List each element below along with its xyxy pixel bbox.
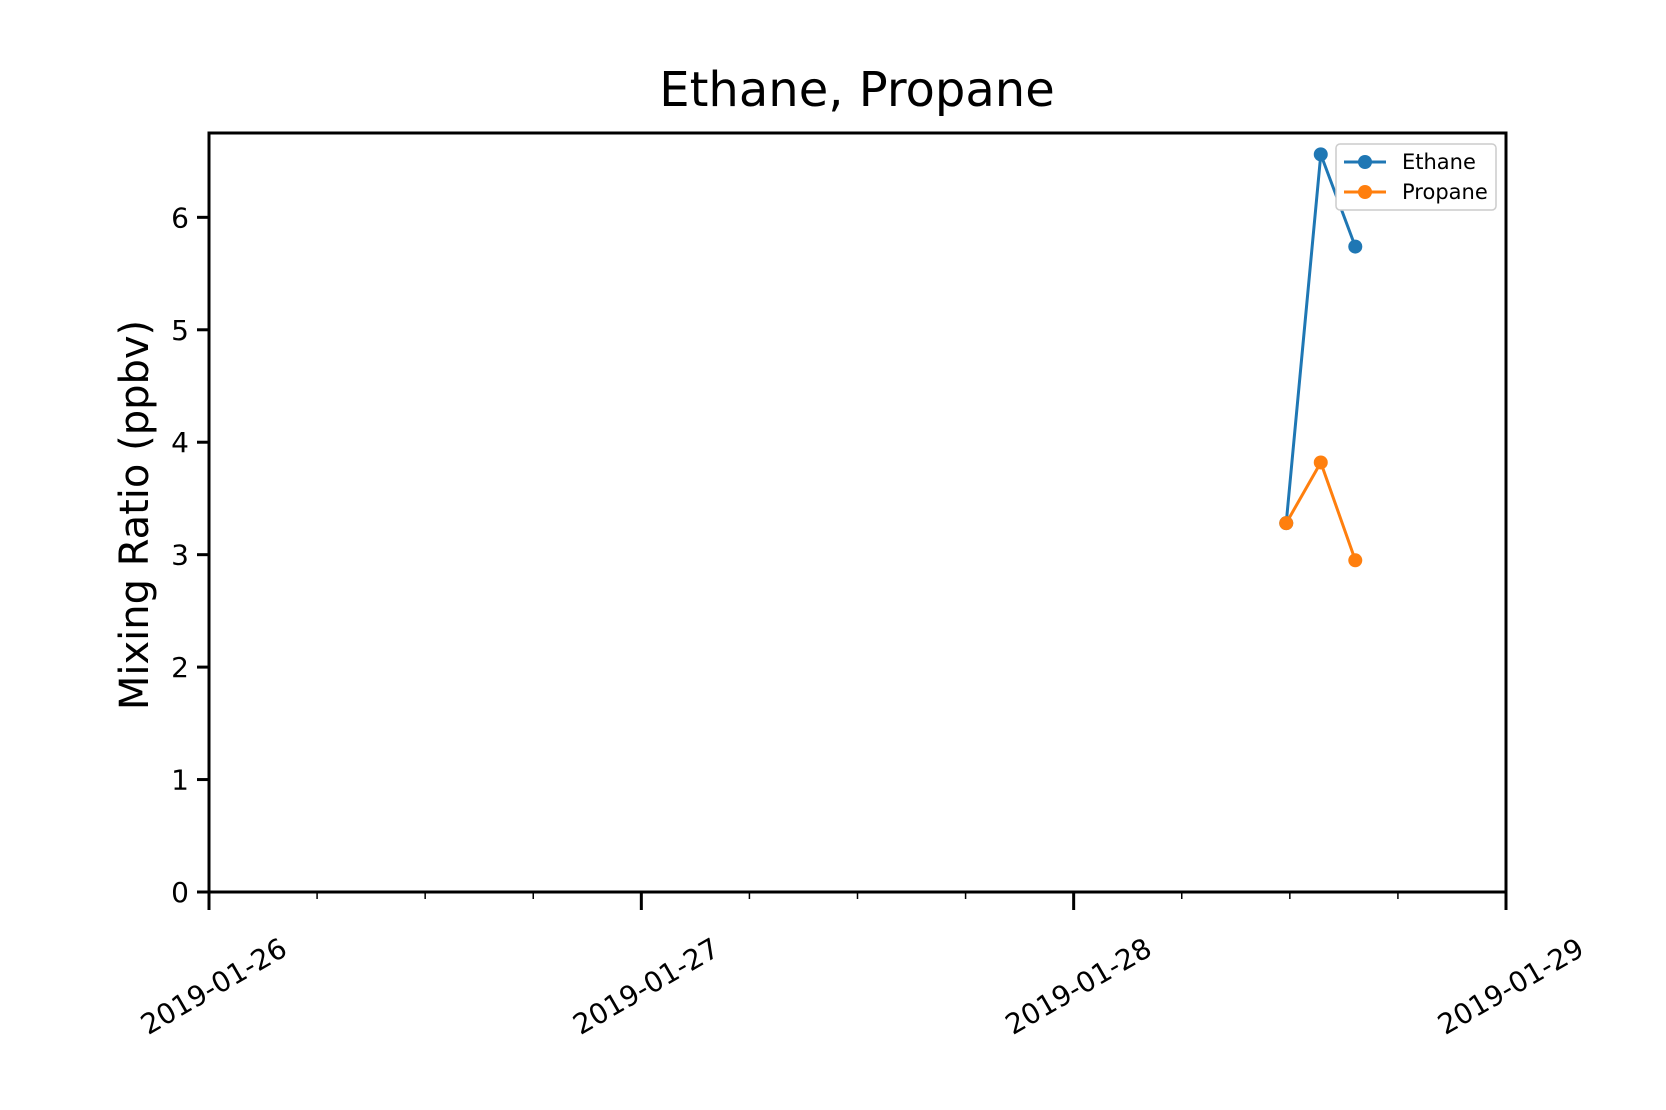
series-layer (1279, 147, 1363, 568)
y-tick-label: 6 (171, 201, 189, 234)
x-tick-label: 2019-01-28 (1000, 931, 1157, 1041)
chart-title: Ethane, Propane (659, 62, 1054, 118)
legend-label-ethane: Ethane (1402, 150, 1476, 174)
legend: Ethane Propane (1335, 143, 1497, 211)
plot-frame (207, 131, 1508, 894)
y-tick-label: 4 (171, 426, 189, 459)
x-tick-label: 2019-01-26 (135, 931, 292, 1041)
data-point-ethane (1348, 239, 1363, 254)
y-axis-label: Mixing Ratio (ppbv) (112, 320, 158, 710)
y-tick-label: 2 (171, 651, 189, 684)
x-tick-label: 2019-01-27 (567, 931, 724, 1041)
data-point-ethane (1313, 147, 1328, 162)
data-point-propane (1279, 516, 1294, 531)
y-tick-label: 5 (171, 314, 189, 347)
ticks-layer: 0 1 2 3 4 5 6 2019-01-26 2019-01-27 2019-01-28 201… (135, 201, 1589, 1041)
y-tick-label: 1 (171, 764, 189, 797)
data-point-propane (1348, 553, 1363, 568)
legend-marker-propane (1358, 185, 1372, 199)
data-point-propane (1313, 455, 1328, 470)
legend-marker-ethane (1358, 155, 1372, 169)
legend-label-propane: Propane (1402, 180, 1488, 204)
x-tick-label: 2019-01-29 (1432, 931, 1589, 1041)
y-tick-label: 3 (171, 539, 189, 572)
y-tick-label: 0 (171, 876, 189, 909)
series-line-propane (1284, 458, 1357, 561)
